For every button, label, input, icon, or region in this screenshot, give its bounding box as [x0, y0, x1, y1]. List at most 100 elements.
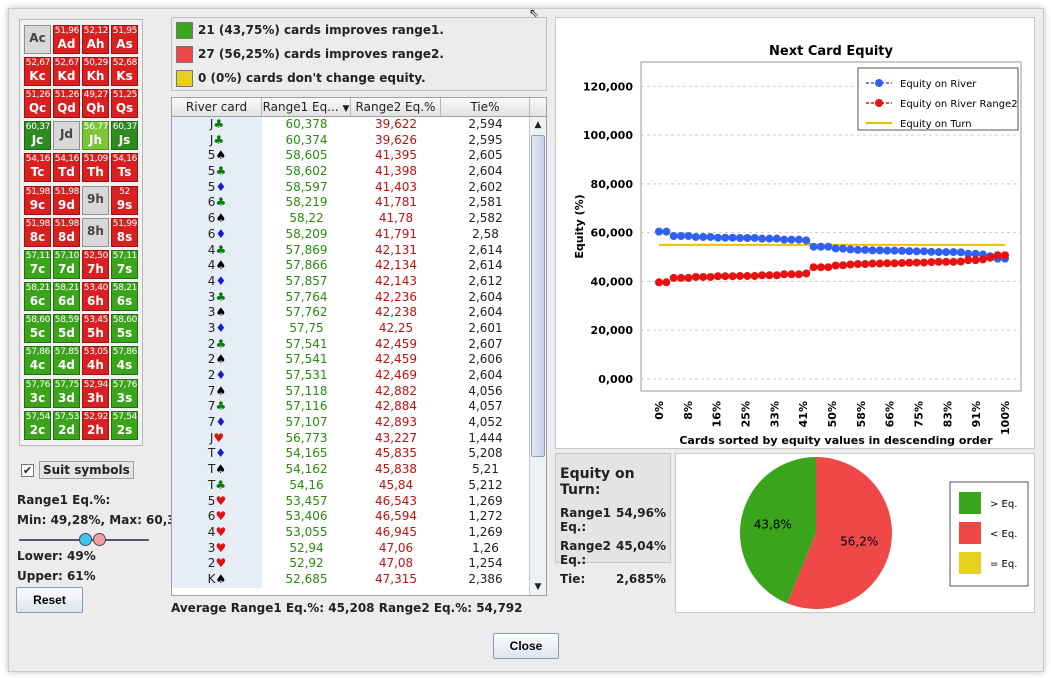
card-8d[interactable]: 51,98 8d — [52, 217, 81, 247]
table-row[interactable]: 6♥ 53,406 46,594 1,272 — [172, 509, 546, 525]
card-jc[interactable]: 60,37 Jc — [23, 121, 52, 151]
range1-eq-cell: 57,541 — [285, 336, 328, 351]
close-button[interactable]: Close — [493, 633, 559, 659]
card-4c[interactable]: 57,86 4c — [23, 346, 52, 376]
card-qc[interactable]: 51,26 Qc — [23, 88, 52, 118]
card-ts[interactable]: 54,16 Ts — [110, 153, 139, 183]
table-row[interactable]: 2♠ 57,541 42,459 2,606 — [172, 352, 546, 368]
table-row[interactable]: T♣ 54,16 45,84 5,212 — [172, 477, 546, 494]
card-ks[interactable]: 52,68 Ks — [110, 56, 139, 86]
table-row[interactable]: 3♥ 52,94 47,06 1,26 — [172, 540, 546, 557]
card-qh[interactable]: 49,27 Qh — [81, 88, 110, 118]
slider-upper-knob[interactable] — [93, 533, 106, 546]
card-6c[interactable]: 58,21 6c — [23, 282, 52, 312]
scroll-down-icon[interactable]: ▼ — [534, 582, 542, 592]
table-row[interactable]: 4♠ 57,866 42,134 2,614 — [172, 258, 546, 274]
card-6s[interactable]: 58,21 6s — [110, 282, 139, 312]
table-row[interactable]: 5♣ 58,602 41,398 2,604 — [172, 164, 546, 180]
table-row[interactable]: 2♦ 57,531 42,469 2,604 — [172, 368, 546, 384]
suit-symbols-checkbox[interactable]: ✔ Suit symbols — [21, 461, 134, 479]
card-4d[interactable]: 57,85 4d — [52, 346, 81, 376]
table-row[interactable]: 2♥ 52,92 47,08 1,254 — [172, 556, 546, 572]
table-row[interactable]: J♣ 60,374 39,626 2,595 — [172, 132, 546, 149]
table-row[interactable]: K♠ 52,685 47,315 2,386 — [172, 571, 546, 588]
card-3c[interactable]: 57,76 3c — [23, 378, 52, 408]
card-2d[interactable]: 57,53 2d — [52, 410, 81, 440]
card-6d[interactable]: 58,21 6d — [52, 282, 81, 312]
table-row[interactable]: T♠ 54,162 45,838 5,21 — [172, 462, 546, 478]
card-7c[interactable]: 57,11 7c — [23, 249, 52, 279]
card-equity: 53,45 — [83, 315, 109, 326]
table-row[interactable]: 4♣ 57,869 42,131 2,614 — [172, 242, 546, 259]
reset-button[interactable]: Reset — [16, 587, 83, 613]
table-row[interactable]: 7♦ 57,107 42,893 4,052 — [172, 415, 546, 431]
card-4s[interactable]: 57,86 4s — [110, 346, 139, 376]
table-row[interactable]: 4♥ 53,055 46,945 1,269 — [172, 524, 546, 541]
card-ac[interactable]: Ac — [23, 24, 52, 54]
header-river-card[interactable]: River card — [172, 98, 262, 116]
header-range2-eq[interactable]: Range2 Eq.% — [351, 98, 441, 116]
card-qd[interactable]: 51,26 Qd — [52, 88, 81, 118]
card-6h[interactable]: 53,40 6h — [81, 282, 110, 312]
table-row[interactable]: 5♥ 53,457 46,543 1,269 — [172, 493, 546, 510]
card-3s[interactable]: 57,76 3s — [110, 378, 139, 408]
card-jd[interactable]: Jd — [52, 121, 81, 151]
range-slider[interactable] — [19, 533, 149, 547]
table-row[interactable]: 3♦ 57,75 42,25 2,601 — [172, 320, 546, 337]
card-9h[interactable]: 9h — [81, 185, 110, 215]
table-row[interactable]: 6♣ 58,219 41,781 2,581 — [172, 195, 546, 212]
card-7s[interactable]: 57,11 7s — [110, 249, 139, 279]
card-3h[interactable]: 52,94 3h — [81, 378, 110, 408]
card-4h[interactable]: 53,05 4h — [81, 346, 110, 376]
table-row[interactable]: 5♦ 58,597 41,403 2,602 — [172, 179, 546, 196]
checkbox-check-icon[interactable]: ✔ — [21, 463, 34, 477]
card-9s[interactable]: 52 9s — [110, 185, 139, 215]
card-th[interactable]: 51,09 Th — [81, 153, 110, 183]
scroll-up-icon[interactable]: ▲ — [534, 120, 542, 130]
card-8c[interactable]: 51,98 8c — [23, 217, 52, 247]
card-kd[interactable]: 52,67 Kd — [52, 56, 81, 86]
card-tc[interactable]: 54,16 Tc — [23, 153, 52, 183]
table-row[interactable]: 7♣ 57,116 42,884 4,057 — [172, 399, 546, 416]
card-js[interactable]: 60,37 Js — [110, 121, 139, 151]
card-5c[interactable]: 58,60 5c — [23, 314, 52, 344]
table-row[interactable]: 7♠ 57,118 42,882 4,056 — [172, 383, 546, 400]
card-5d[interactable]: 58,59 5d — [52, 314, 81, 344]
header-range1-eq[interactable]: Range1 Eq... ▼ — [262, 98, 351, 116]
table-row[interactable]: 2♣ 57,541 42,459 2,607 — [172, 336, 546, 353]
card-8h[interactable]: 8h — [81, 217, 110, 247]
card-as[interactable]: 51,95 As — [110, 24, 139, 54]
table-row[interactable]: 3♣ 57,764 42,236 2,604 — [172, 289, 546, 306]
card-7d[interactable]: 57,10 7d — [52, 249, 81, 279]
table-row[interactable]: 6♠ 58,22 41,78 2,582 — [172, 211, 546, 227]
card-5h[interactable]: 53,45 5h — [81, 314, 110, 344]
card-9c[interactable]: 51,98 9c — [23, 185, 52, 215]
table-row[interactable]: 6♦ 58,209 41,791 2,58 — [172, 226, 546, 243]
card-ah[interactable]: 52,12 Ah — [81, 24, 110, 54]
card-qs[interactable]: 51,25 Qs — [110, 88, 139, 118]
table-row[interactable]: T♦ 54,165 45,835 5,208 — [172, 446, 546, 463]
card-2s[interactable]: 57,54 2s — [110, 410, 139, 440]
card-8s[interactable]: 51,99 8s — [110, 217, 139, 247]
card-5s[interactable]: 58,60 5s — [110, 314, 139, 344]
card-jh[interactable]: 56,77 Jh — [81, 121, 110, 151]
suit-symbols-label[interactable]: Suit symbols — [39, 461, 134, 479]
table-scrollbar[interactable]: ▲ ▼ — [529, 117, 546, 595]
card-7h[interactable]: 52,50 7h — [81, 249, 110, 279]
table-row[interactable]: J♣ 60,378 39,622 2,594 — [172, 117, 546, 133]
card-2h[interactable]: 52,92 2h — [81, 410, 110, 440]
card-kc[interactable]: 52,67 Kc — [23, 56, 52, 86]
table-row[interactable]: 5♠ 58,605 41,395 2,605 — [172, 148, 546, 165]
card-9d[interactable]: 51,98 9d — [52, 185, 81, 215]
card-kh[interactable]: 50,29 Kh — [81, 56, 110, 86]
table-row[interactable]: J♥ 56,773 43,227 1,444 — [172, 430, 546, 447]
scroll-thumb[interactable] — [531, 135, 545, 457]
header-tie[interactable]: Tie% — [441, 98, 530, 116]
card-td[interactable]: 54,16 Td — [52, 153, 81, 183]
card-ad[interactable]: 51,96 Ad — [52, 24, 81, 54]
table-row[interactable]: 3♠ 57,762 42,238 2,604 — [172, 305, 546, 321]
card-3d[interactable]: 57,75 3d — [52, 378, 81, 408]
slider-lower-knob[interactable] — [79, 533, 92, 546]
table-row[interactable]: 4♦ 57,857 42,143 2,612 — [172, 273, 546, 290]
card-2c[interactable]: 57,54 2c — [23, 410, 52, 440]
